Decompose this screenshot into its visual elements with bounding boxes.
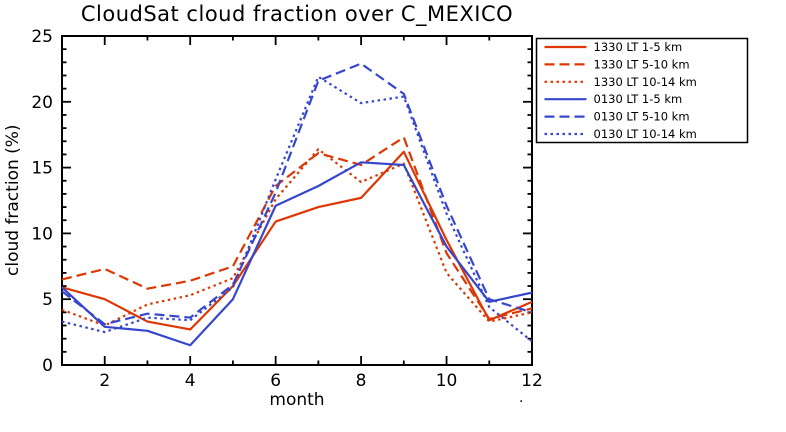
legend-label: 0130 LT 10-14 km [594,127,697,141]
y-tick-label: 5 [42,290,53,310]
x-tick-label: 4 [185,371,196,391]
series-line [61,75,533,343]
x-tick-label: 10 [436,371,458,391]
y-tick-label: 20 [31,93,53,113]
series-line [61,148,533,327]
series-line [61,62,533,326]
series-line [61,150,533,331]
x-tick-label: 2 [99,371,110,391]
plot-frame [61,35,533,366]
legend-label: 1330 LT 10-14 km [594,75,697,89]
series-line [61,136,533,321]
x-tick-label: 6 [270,371,281,391]
x-tick-label: 8 [356,371,367,391]
legend-label: 0130 LT 1-5 km [594,92,683,106]
corner-mark: . [519,390,524,406]
y-tick-label: 15 [31,159,53,179]
y-tick-label: 10 [31,224,53,244]
legend-label: 1330 LT 5-10 km [594,57,690,71]
y-tick-label: 25 [31,27,53,47]
chart-title: CloudSat cloud fraction over C_MEXICO [80,2,514,26]
y-tick-label: 0 [42,356,53,376]
legend-box [535,37,749,144]
legend-label: 1330 LT 1-5 km [594,40,683,54]
x-axis-label: month [269,390,325,410]
legend-label: 0130 LT 5-10 km [594,110,690,124]
series-line [61,161,533,347]
x-tick-label: 12 [521,371,543,391]
